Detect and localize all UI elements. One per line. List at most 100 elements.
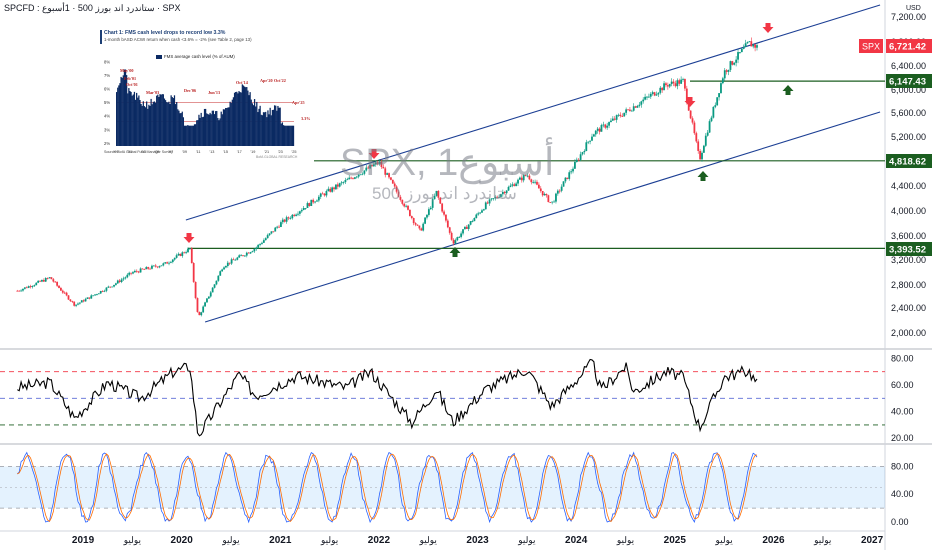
candle-body — [380, 161, 383, 167]
candle-body — [128, 272, 131, 275]
candle-body — [481, 210, 483, 213]
candle-body — [179, 253, 182, 256]
inset-bar — [287, 125, 289, 146]
candle-body — [661, 87, 664, 91]
candle-body — [498, 196, 500, 198]
candle-body — [477, 213, 480, 215]
candle-body — [285, 217, 288, 222]
candle-body — [196, 298, 199, 312]
candle-body — [35, 282, 38, 286]
candle-body — [371, 165, 373, 167]
candle-body — [280, 222, 282, 227]
inset-bar — [171, 97, 173, 146]
candle-body — [359, 174, 362, 176]
time-tick-label: 2026 — [762, 535, 785, 546]
candle-body — [598, 128, 601, 132]
candle-body — [568, 172, 571, 179]
candle-body — [204, 302, 206, 307]
candle-body — [151, 265, 153, 269]
inset-plot: 8% 7% 6% 5% 4% 3% 2% '99 '01 '03 '05 '07 '09 '11 '13 '1… — [104, 60, 310, 154]
candle-body — [611, 118, 614, 121]
inset-annotation: Jun'13 — [208, 90, 220, 95]
sell-arrow-icon — [762, 23, 774, 33]
time-tick-label: يوليو — [517, 535, 536, 546]
candle-body — [378, 161, 381, 164]
price-tick-label: 4,400.00 — [891, 181, 926, 191]
inset-bar — [141, 105, 143, 146]
inset-bar — [218, 120, 220, 146]
candle-body — [120, 279, 123, 282]
inset-bar — [267, 110, 269, 146]
candle-body — [424, 217, 426, 224]
price-label-bg — [886, 242, 932, 256]
candle-body — [77, 303, 79, 305]
candle-body — [503, 191, 506, 194]
inset-bar — [123, 69, 126, 146]
inset-bar — [282, 125, 285, 146]
inset-bar — [238, 91, 240, 146]
candle-body — [73, 301, 76, 306]
inset-bar — [177, 109, 179, 146]
candle-body — [61, 290, 64, 293]
inset-bar — [132, 94, 134, 146]
candle-body — [113, 284, 115, 287]
spx-tag-text: SPX — [862, 42, 880, 52]
candle-body — [247, 252, 250, 254]
candle-body — [361, 173, 364, 175]
inset-bar — [120, 76, 122, 146]
candle-body — [409, 209, 411, 217]
candle-body — [500, 194, 502, 197]
candle-body — [270, 231, 273, 234]
watermark-name: ستاندرد اند بورز 500 — [372, 184, 517, 203]
candle-body — [221, 269, 224, 272]
candle-body — [737, 52, 739, 60]
inset-bar — [138, 95, 140, 146]
price-label: 3,393.52 — [886, 242, 932, 256]
inset-bar — [228, 107, 230, 146]
price-tick-label: 3,600.00 — [891, 231, 926, 241]
inset-bar — [160, 94, 162, 146]
candle-body — [543, 193, 546, 196]
inset-bar — [186, 125, 188, 146]
inset-bar — [216, 110, 218, 146]
inset-annotation: Dec'06 — [184, 88, 196, 93]
time-tick-label: 2025 — [664, 535, 687, 546]
candle-body — [101, 290, 104, 292]
spx-symbol-tag: SPX — [859, 39, 883, 53]
candle-body — [60, 287, 62, 291]
candle-body — [139, 268, 142, 273]
time-axis: 2019 يوليو 2020 يوليو 2021 يوليو 2022 يوليو 2023… — [72, 535, 884, 546]
candle-body — [695, 133, 698, 142]
price-label-bg — [886, 39, 932, 53]
candle-body — [507, 186, 510, 191]
candle-body — [475, 214, 478, 219]
candle-body — [50, 277, 53, 280]
candle-body — [48, 277, 51, 279]
candle-body — [473, 218, 476, 222]
inset-y-tick: 3% — [104, 127, 110, 132]
inset-bar — [222, 109, 225, 146]
candle-body — [173, 257, 176, 260]
candle-body — [691, 118, 694, 123]
inset-bar — [226, 107, 228, 146]
candle-body — [18, 290, 21, 292]
candle-body — [168, 262, 170, 264]
candle-body — [659, 87, 662, 93]
candle-body — [418, 225, 421, 229]
inset-bar — [286, 125, 288, 146]
candle-body — [558, 190, 561, 192]
inset-subtitle: 1-month bASD ACWI return when cash <3.6%… — [104, 37, 252, 42]
candle-body — [647, 96, 650, 98]
candle-body — [591, 136, 593, 141]
candle-body — [710, 117, 713, 122]
inset-bar — [139, 100, 141, 146]
inset-bar — [183, 125, 186, 146]
candle-body — [115, 283, 117, 285]
inset-bar — [192, 125, 195, 146]
inset-bar — [277, 105, 279, 146]
sell-arrow-icon — [368, 149, 380, 159]
candle-body — [458, 236, 461, 238]
candle-body — [574, 161, 576, 169]
